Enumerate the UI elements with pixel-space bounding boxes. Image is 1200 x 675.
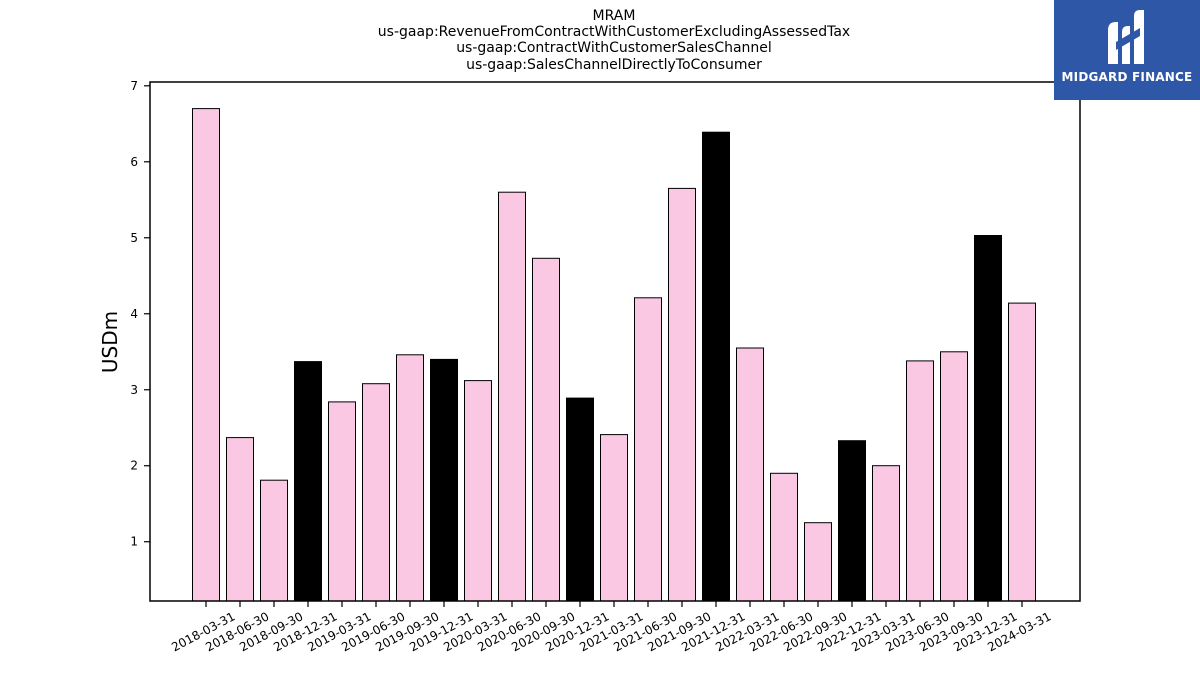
bar-2024-03-31 — [1008, 302, 1036, 602]
y-tick-label: 7 — [130, 79, 138, 93]
chart-title-line-1: MRAM — [593, 8, 636, 24]
bar-2019-09-30 — [396, 354, 424, 602]
bar-2019-12-31 — [430, 358, 458, 602]
y-axis-label: USDm — [98, 311, 122, 373]
bar-2022-03-31 — [736, 347, 764, 602]
y-tick-label: 1 — [130, 535, 138, 549]
chart-title-line-4: us-gaap:SalesChannelDirectlyToConsumer — [466, 57, 762, 73]
chart-title-line-3: us-gaap:ContractWithCustomerSalesChannel — [456, 40, 772, 56]
bar-2018-03-31 — [192, 108, 220, 602]
bar-2019-06-30 — [362, 383, 390, 602]
y-tick-label: 6 — [130, 155, 138, 169]
bar-2018-06-30 — [226, 437, 254, 602]
bar-2023-03-31 — [872, 465, 900, 602]
bar-2021-09-30 — [668, 187, 696, 602]
bar-2020-03-31 — [464, 380, 492, 602]
bar-2022-06-30 — [770, 472, 798, 602]
bar-2023-09-30 — [940, 351, 968, 602]
bar-2020-06-30 — [498, 191, 526, 602]
y-tick-label: 2 — [130, 459, 138, 473]
bar-2020-09-30 — [532, 257, 560, 602]
bars-group — [192, 108, 1036, 602]
bar-2020-12-31 — [566, 397, 594, 602]
bar-2021-06-30 — [634, 297, 662, 602]
bar-2022-12-31 — [838, 440, 866, 602]
logo-text: MIDGARD FINANCE — [1061, 70, 1193, 84]
bar-2021-03-31 — [600, 434, 628, 602]
y-tick-label: 4 — [130, 307, 138, 321]
y-axis: 1 2 3 4 5 6 7 — [130, 79, 150, 549]
plot-frame — [149, 81, 1081, 602]
x-axis: 2018-03-312018-06-302018-09-302018-12-31… — [169, 601, 1053, 654]
bar-2018-12-31 — [294, 361, 322, 602]
chart-title: MRAM us-gaap:RevenueFromContractWithCust… — [378, 8, 850, 73]
chart-title-line-2: us-gaap:RevenueFromContractWithCustomerE… — [378, 24, 850, 40]
y-tick-label: 5 — [130, 231, 138, 245]
logo-mark-icon — [1108, 10, 1144, 64]
bar-2021-12-31 — [702, 131, 730, 602]
bar-2018-09-30 — [260, 479, 288, 602]
y-tick-label: 3 — [130, 383, 138, 397]
midgard-finance-logo: MIDGARD FINANCE — [1054, 0, 1200, 100]
bar-2019-03-31 — [328, 401, 356, 602]
bar-2023-06-30 — [906, 360, 934, 602]
bar-2023-12-31 — [974, 235, 1002, 602]
bar-2022-09-30 — [804, 522, 832, 602]
